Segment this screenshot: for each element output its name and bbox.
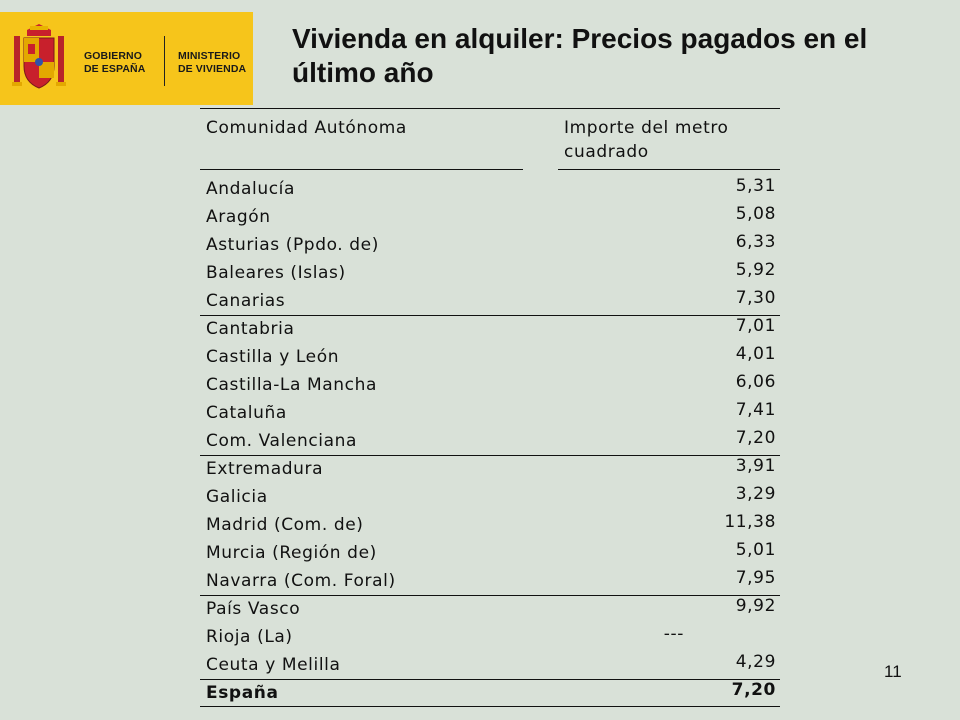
table-row: Navarra (Com. Foral) 7,95 <box>200 568 780 596</box>
price-per-m2: 7,01 <box>735 316 776 336</box>
region-name: Rioja (La) <box>206 627 293 647</box>
price-per-m2: 4,01 <box>735 344 776 364</box>
total-value: 7,20 <box>731 680 776 700</box>
logo-line: MINISTERIO <box>178 50 241 62</box>
region-name: Cataluña <box>206 403 287 423</box>
header-rule-right <box>558 169 780 170</box>
table-bottom-rule <box>200 706 780 707</box>
total-rule <box>200 679 780 680</box>
price-per-m2: 7,20 <box>735 428 776 448</box>
header-importe-line2: cuadrado <box>564 142 649 162</box>
price-per-m2: 6,06 <box>735 372 776 392</box>
header-rule-left <box>200 169 523 170</box>
region-name: Baleares (Islas) <box>206 263 346 283</box>
region-name: Aragón <box>206 207 271 227</box>
total-row: España 7,20 <box>200 680 780 708</box>
table-row: Castilla y León 4,01 <box>200 344 780 372</box>
region-name: Canarias <box>206 291 286 311</box>
region-name: Castilla-La Mancha <box>206 375 378 395</box>
region-name: País Vasco <box>206 599 301 619</box>
table-row: Murcia (Región de) 5,01 <box>200 540 780 568</box>
table-row: Com. Valenciana 7,20 <box>200 428 780 456</box>
table-row: Cantabria 7,01 <box>200 316 780 344</box>
price-per-m2: 3,91 <box>735 456 776 476</box>
table-row: Andalucía 5,31 <box>200 176 780 204</box>
price-per-m2: 7,95 <box>735 568 776 588</box>
price-per-m2: 5,01 <box>735 540 776 560</box>
region-name: Galicia <box>206 487 268 507</box>
table-row: País Vasco 9,92 <box>200 596 780 624</box>
table-row: Ceuta y Melilla 4,29 <box>200 652 780 680</box>
table-row: Galicia 3,29 <box>200 484 780 512</box>
price-per-m2: 4,29 <box>735 652 776 672</box>
price-per-m2: 7,41 <box>735 400 776 420</box>
region-name: Extremadura <box>206 459 324 479</box>
region-name: Navarra (Com. Foral) <box>206 571 396 591</box>
price-per-m2: 5,92 <box>735 260 776 280</box>
total-label: España <box>206 683 279 703</box>
price-per-m2: --- <box>663 624 684 644</box>
logo-line: GOBIERNO <box>84 50 142 62</box>
logo-text-ministerio: MINISTERIO DE VIVIENDA <box>178 50 252 76</box>
table-row: Castilla-La Mancha 6,06 <box>200 372 780 400</box>
table-row: Extremadura 3,91 <box>200 456 780 484</box>
logo-line: DE ESPAÑA <box>84 63 146 75</box>
region-name: Madrid (Com. de) <box>206 515 364 535</box>
group-rule <box>200 455 780 456</box>
table-top-rule <box>200 108 780 109</box>
price-per-m2: 6,33 <box>735 232 776 252</box>
region-name: Andalucía <box>206 179 295 199</box>
region-name: Com. Valenciana <box>206 431 358 451</box>
table-row: Asturias (Ppdo. de) 6,33 <box>200 232 780 260</box>
coat-of-arms-icon <box>12 24 66 89</box>
price-per-m2: 7,30 <box>735 288 776 308</box>
region-name: Murcia (Región de) <box>206 543 377 563</box>
price-per-m2: 5,31 <box>735 176 776 196</box>
government-logo: GOBIERNO DE ESPAÑA MINISTERIO DE VIVIEND… <box>0 12 253 105</box>
logo-text-gobierno: GOBIERNO DE ESPAÑA <box>84 50 162 76</box>
region-name: Castilla y León <box>206 347 340 367</box>
region-name: Cantabria <box>206 319 295 339</box>
table-row: Baleares (Islas) 5,92 <box>200 260 780 288</box>
page-title: Vivienda en alquiler: Precios pagados en… <box>292 23 868 88</box>
price-per-m2: 11,38 <box>724 512 776 532</box>
table-row: Madrid (Com. de) 11,38 <box>200 512 780 540</box>
header-comunidad: Comunidad Autónoma <box>206 118 407 138</box>
group-rule <box>200 315 780 316</box>
table-row: Rioja (La) --- <box>200 624 780 652</box>
logo-line: DE VIVIENDA <box>178 63 247 75</box>
region-name: Asturias (Ppdo. de) <box>206 235 379 255</box>
price-per-m2: 5,08 <box>735 204 776 224</box>
region-name: Ceuta y Melilla <box>206 655 341 675</box>
header-importe-line1: Importe del metro <box>564 118 729 138</box>
table-row: Cataluña 7,41 <box>200 400 780 428</box>
group-rule <box>200 595 780 596</box>
logo-divider <box>164 36 165 86</box>
table-row: Canarias 7,30 <box>200 288 780 316</box>
page-number: 11 <box>884 662 902 681</box>
price-per-m2: 3,29 <box>735 484 776 504</box>
price-per-m2: 9,92 <box>735 596 776 616</box>
table-row: Aragón 5,08 <box>200 204 780 232</box>
